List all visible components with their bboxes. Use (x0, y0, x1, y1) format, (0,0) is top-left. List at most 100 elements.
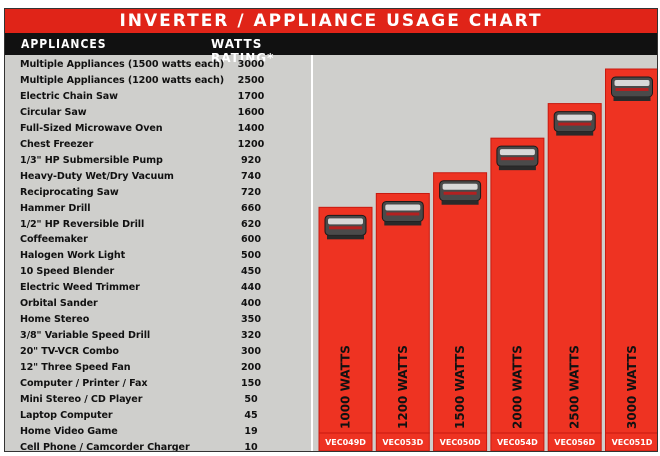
bar-watt-label: 1500 WATTS (453, 345, 467, 429)
table-row: Chest Freezer 1200 (5, 137, 311, 153)
table-row: Electric Weed Trimmer 440 (5, 280, 311, 296)
appliance-name: 3/8" Variable Speed Drill (20, 330, 151, 342)
bar-area-header (312, 33, 657, 55)
appliance-name: 12" Three Speed Fan (20, 362, 131, 374)
table-row: Heavy-Duty Wet/Dry Vacuum 740 (5, 169, 311, 185)
bar-vec053d (375, 192, 430, 434)
table-row: Mini Stereo / CD Player 50 (5, 392, 311, 408)
appliance-name: Electric Chain Saw (20, 90, 118, 102)
appliance-name: Halogen Work Light (20, 250, 126, 262)
appliance-watts: 720 (240, 186, 262, 198)
model-label: VEC050D (440, 438, 481, 447)
model-label: VEC051D (612, 438, 653, 447)
appliance-watts: 500 (240, 250, 262, 262)
table-row: 1/3" HP Submersible Pump 920 (5, 153, 311, 169)
table-row: Orbital Sander 400 (5, 296, 311, 312)
bar-vec049d (318, 206, 373, 434)
appliance-watts: 300 (240, 346, 262, 358)
bar-watt-label: 2000 WATTS (510, 345, 524, 429)
appliance-watts: 400 (240, 298, 262, 310)
appliance-name: Full-Sized Microwave Oven (20, 122, 163, 134)
inverter-unit-icon (611, 76, 653, 101)
inverter-unit-icon (439, 180, 482, 205)
appliance-watts: 620 (240, 218, 262, 230)
bar-watt-label: 1200 WATTS (396, 345, 410, 429)
appliance-watts: 1200 (237, 138, 265, 150)
bar-watt-label: 1000 WATTS (339, 345, 353, 429)
appliance-name: Laptop Computer (20, 409, 113, 421)
appliance-watts: 920 (240, 154, 262, 166)
appliance-watts: 350 (240, 314, 262, 326)
table-row: 1/2" HP Reversible Drill 620 (5, 217, 311, 233)
inverter-unit-icon (553, 111, 596, 136)
appliance-name: Circular Saw (20, 106, 87, 118)
model-label: VEC053D (382, 438, 423, 447)
appliance-name: Home Stereo (20, 314, 90, 326)
model-label: VEC056D (554, 438, 595, 447)
appliance-watts: 1400 (237, 122, 265, 134)
appliance-watts: 740 (240, 170, 262, 182)
appliance-name: Hammer Drill (20, 202, 91, 214)
appliance-watts: 1700 (237, 90, 265, 102)
appliances-column-header: APPLIANCES (21, 37, 107, 51)
appliance-name: Heavy-Duty Wet/Dry Vacuum (20, 170, 174, 182)
appliance-watts: 200 (240, 362, 262, 374)
table-row: Home Stereo 350 (5, 312, 311, 328)
appliance-name: Home Video Game (20, 425, 118, 437)
table-row: 12" Three Speed Fan 200 (5, 360, 311, 376)
appliance-watts: 10 (244, 441, 258, 452)
appliance-watts: 450 (240, 266, 262, 278)
inverter-unit-icon (324, 214, 367, 240)
appliance-watts: 45 (244, 409, 258, 421)
model-label-bg (375, 432, 430, 451)
appliance-watts: 150 (240, 378, 262, 390)
appliance-watts: 50 (244, 394, 258, 406)
table-header: APPLIANCES WATTS RATING* (5, 33, 312, 65)
bar-vec050d (433, 172, 488, 434)
table-row: Full-Sized Microwave Oven 1400 (5, 121, 311, 137)
appliance-name: Cell Phone / Camcorder Charger (20, 441, 190, 452)
appliance-watts: 440 (240, 282, 262, 294)
appliance-watts: 3000 (237, 59, 265, 70)
chart-title: INVERTER / APPLIANCE USAGE CHART (5, 9, 657, 33)
appliance-watts: 320 (240, 330, 262, 342)
appliance-name: Computer / Printer / Fax (20, 378, 148, 390)
appliance-name: Electric Weed Trimmer (20, 282, 140, 294)
appliance-name: Orbital Sander (20, 298, 98, 310)
model-label-bg (318, 432, 373, 451)
appliance-name: Mini Stereo / CD Player (20, 394, 143, 406)
table-row: Coffeemaker 600 (5, 232, 311, 248)
table-row: Electric Chain Saw 1700 (5, 89, 311, 105)
table-row: Reciprocating Saw 720 (5, 185, 311, 201)
table-row: 20" TV-VCR Combo 300 (5, 344, 311, 360)
model-label-bg (433, 432, 488, 451)
appliance-name: 10 Speed Blender (20, 266, 115, 278)
appliance-watts: 2500 (237, 74, 265, 86)
bar-vec054d (490, 137, 545, 434)
model-label-bg (490, 432, 545, 451)
inverter-unit-icon (496, 145, 539, 171)
bar-watt-label: 3000 WATTS (625, 345, 639, 429)
inverter-unit-icon (381, 200, 424, 226)
column-divider (311, 55, 313, 451)
appliance-name: Reciprocating Saw (20, 186, 119, 198)
table-row: Laptop Computer 45 (5, 408, 311, 424)
table-row: Halogen Work Light 500 (5, 248, 311, 264)
watts-column-header: WATTS RATING* (211, 37, 275, 65)
table-row: Multiple Appliances (1200 watts each) 250… (5, 73, 311, 89)
table-row: 10 Speed Blender 450 (5, 264, 311, 280)
model-label-bg (547, 432, 602, 451)
table-row: Computer / Printer / Fax 150 (5, 376, 311, 392)
appliance-name: Coffeemaker (20, 234, 88, 246)
table-row: Hammer Drill 660 (5, 201, 311, 217)
appliance-watts: 1600 (237, 106, 265, 118)
appliance-name: 1/2" HP Reversible Drill (20, 218, 145, 230)
appliance-watts: 19 (244, 425, 258, 437)
bar-vec051d (605, 68, 657, 434)
table-row: Multiple Appliances (1500 watts each) 300… (5, 57, 311, 73)
appliance-name: Multiple Appliances (1200 watts each) (20, 74, 224, 86)
table-row: Cell Phone / Camcorder Charger 10 (5, 440, 311, 452)
appliance-name: 20" TV-VCR Combo (20, 346, 119, 358)
model-label: VEC049D (325, 438, 366, 447)
table-row: Circular Saw 1600 (5, 105, 311, 121)
